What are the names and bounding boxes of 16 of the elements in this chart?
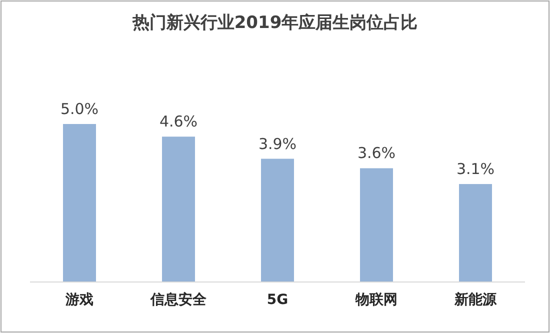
data-label: 3.6% <box>357 144 396 162</box>
data-label: 4.6% <box>159 112 198 131</box>
data-label: 3.9% <box>258 134 297 153</box>
chart-title: 热门新兴行业2019年应届生岗位占比 <box>131 13 418 33</box>
x-tick-label: 5G <box>266 292 288 308</box>
bar <box>162 136 195 282</box>
bar <box>459 184 492 282</box>
x-tick-label: 新能源 <box>454 291 498 308</box>
bar <box>63 124 96 282</box>
x-tick-label: 物联网 <box>354 292 398 308</box>
data-label: 3.1% <box>456 160 495 178</box>
data-label: 5.0% <box>60 100 99 118</box>
x-tick-label: 游戏 <box>64 292 94 308</box>
bar <box>261 158 294 282</box>
x-tick-label: 信息安全 <box>150 291 208 308</box>
bar <box>360 168 393 282</box>
